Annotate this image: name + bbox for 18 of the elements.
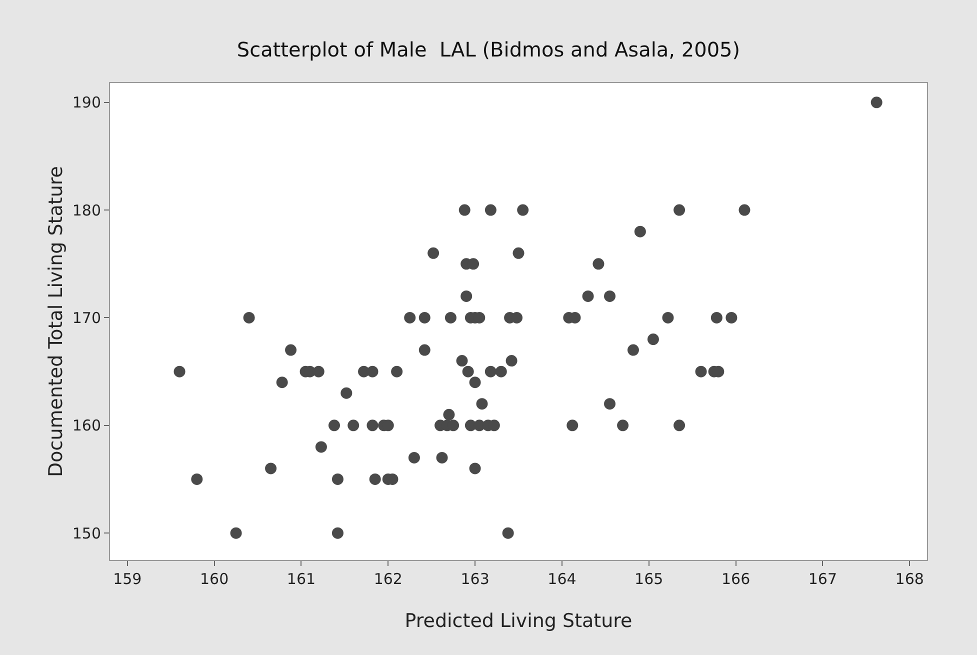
x-tick-label: 161 (286, 570, 316, 588)
y-tick-label: 160 (72, 416, 101, 435)
x-tick-label: 164 (548, 570, 576, 588)
y-tick-label: 150 (72, 524, 101, 542)
y-tick-label: 170 (72, 308, 101, 327)
x-tick-label: 159 (113, 570, 142, 588)
x-tick-label: 163 (460, 570, 490, 588)
x-tick-label: 160 (200, 570, 229, 588)
x-tick-label: 168 (895, 570, 924, 588)
x-tick-label: 167 (808, 570, 838, 588)
x-axis-title: Predicted Living Stature (404, 610, 632, 632)
x-tick-label: 165 (634, 570, 664, 588)
y-axis-title: Documented Total Living Stature (45, 166, 67, 477)
y-tick-label: 180 (72, 201, 101, 220)
chart-title: Scatterplot of Male LAL (Bidmos and Asala, 2005) (236, 38, 740, 62)
x-tick-label: 162 (374, 570, 402, 588)
x-tick-label: 166 (721, 570, 750, 588)
y-tick-label: 190 (72, 94, 101, 112)
